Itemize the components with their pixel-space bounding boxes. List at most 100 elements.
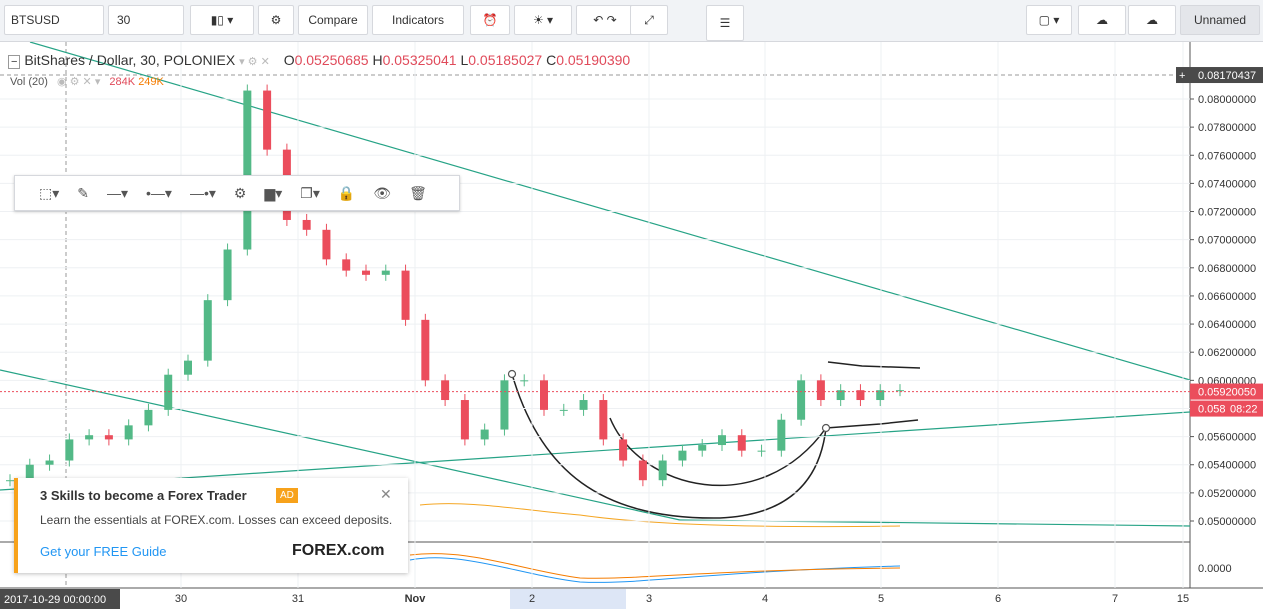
settings[interactable]: ⚙ [258,5,294,35]
signal-line [409,553,901,579]
chart-style[interactable]: ▮▯ ▾ [190,5,254,35]
candle [362,270,370,275]
candle [678,450,687,461]
candle [737,435,746,451]
save-cloud[interactable]: ☁ [1078,5,1126,35]
candle [698,445,707,451]
tool[interactable]: 🔒 [337,184,356,201]
candle [65,439,74,461]
candle [243,90,252,250]
tool[interactable]: ⚙ [233,184,247,201]
candle [836,390,845,401]
tool[interactable]: 👁 [373,184,392,201]
macd-tick-label: 0.0000 [1198,563,1232,575]
load-cloud[interactable]: ☁ [1128,5,1176,35]
y-tick-label: 0.08000000 [1198,94,1256,106]
y-tick-label: 0.07200000 [1198,207,1256,219]
ad-banner: 3 Skills to become a Forex Trader AD ✕ L… [14,478,408,573]
candle [381,270,390,275]
indicators-button[interactable]: Indicators [372,5,464,35]
candle [302,219,311,230]
ad-title: 3 Skills to become a Forex Trader [40,488,247,503]
l-label: L [460,52,469,68]
tool[interactable]: ❐▾ [300,184,320,201]
candle [164,374,173,410]
y-tick-label: 0.05200000 [1198,488,1256,500]
candle [480,429,489,440]
interval-select[interactable]: 30 [108,5,184,35]
drawings-toggle[interactable]: ☰ [706,5,744,41]
o-value: 0.05250685 [294,52,369,68]
tool[interactable]: —•▾ [189,184,216,201]
candle [579,400,588,410]
y-tick-label: 0.07800000 [1198,122,1256,134]
tool[interactable]: 🗑 [409,184,427,201]
countdown-box [1190,400,1263,417]
x-tick-label: 30 [175,593,187,605]
crosshair-price-box [1176,67,1263,84]
candle [520,380,529,382]
candle [203,300,212,361]
chart: 0.05000000 0.05200000 0.05400000 0.05600000… [0,42,1263,609]
candle [638,460,647,481]
fullscreen[interactable]: ⤢ [630,5,668,35]
y-tick-label: 0.05400000 [1198,460,1256,472]
drawing-toolbar: ⬚▾ ✎ —▾ •—▾ —•▾ ⚙ ▆▾ ❐▾ 🔒 👁 🗑 [14,175,460,211]
undo-redo[interactable]: ↶ ↷ [576,5,634,35]
x-tick-label: 31 [292,593,304,605]
o-label: O [283,52,295,68]
volume-ma [419,503,901,528]
tool[interactable]: ▆▾ [264,184,283,201]
y-tick-label: 0.07600000 [1198,150,1256,162]
ad-close[interactable]: ✕ [380,486,392,502]
countdown: 08:22 [1230,404,1258,416]
x-tick-label: 15 [1177,593,1189,605]
candle [540,380,548,410]
x-tick-label: 5 [878,593,884,605]
crosshair-date: 2017-10-29 00:00:00 [4,594,106,606]
candle [342,259,351,271]
candle [500,380,509,430]
h-value: 0.05325041 [382,52,457,68]
last-price-box [1190,383,1263,400]
candle [757,450,766,452]
countdown-price: 0.058 [1198,404,1226,416]
candle [619,439,628,461]
theme[interactable]: ☀ ▾ [514,5,572,35]
tool[interactable]: —▾ [107,184,129,201]
candle [25,464,34,481]
volume-legend: Vol (20) ◉ ⚙ ✕ ▾ 284K 249K [10,76,164,88]
candle [104,435,113,440]
x-tick-label: 4 [762,593,768,605]
tool[interactable]: ✎ [77,184,89,201]
x-tick-label: 6 [995,593,1001,605]
candle [45,460,54,465]
alert[interactable]: ⏰ [470,5,510,35]
volume-ma-value: 249K [138,76,164,88]
candle [6,480,14,482]
ad-cta[interactable]: Get your FREE Guide [40,544,167,559]
layout-name[interactable]: Unnamed [1180,5,1260,35]
candle [85,435,94,440]
candle [896,390,904,392]
y-tick-label: 0.06200000 [1198,347,1256,359]
c-value: 0.05190390 [556,52,631,68]
toolbar: BTSUSD 30 ▮▯ ▾ ⚙ Compare Indicators ⏰ ☀ … [0,0,1263,42]
ad-badge: AD [276,488,298,503]
ad-text: Learn the essentials at FOREX.com. Losse… [40,513,393,527]
symbol-input[interactable]: BTSUSD [4,5,104,35]
candle [421,319,430,381]
legend: − BitShares / Dollar, 30, POLONIEX ▾ ⚙ ✕… [8,52,631,69]
candle [401,270,410,320]
crosshair-plus: + [1179,70,1185,82]
y-tick-label: 0.07400000 [1198,178,1256,190]
tool[interactable]: ⬚▾ [39,184,60,201]
y-tick-label: 0.06800000 [1198,263,1256,275]
y-tick-label: 0.06600000 [1198,291,1256,303]
tool[interactable]: •—▾ [146,184,172,201]
candle [263,90,272,150]
compare-button[interactable]: Compare [298,5,368,35]
color[interactable]: ▢ ▾ [1026,5,1072,35]
time-highlight [510,589,626,609]
